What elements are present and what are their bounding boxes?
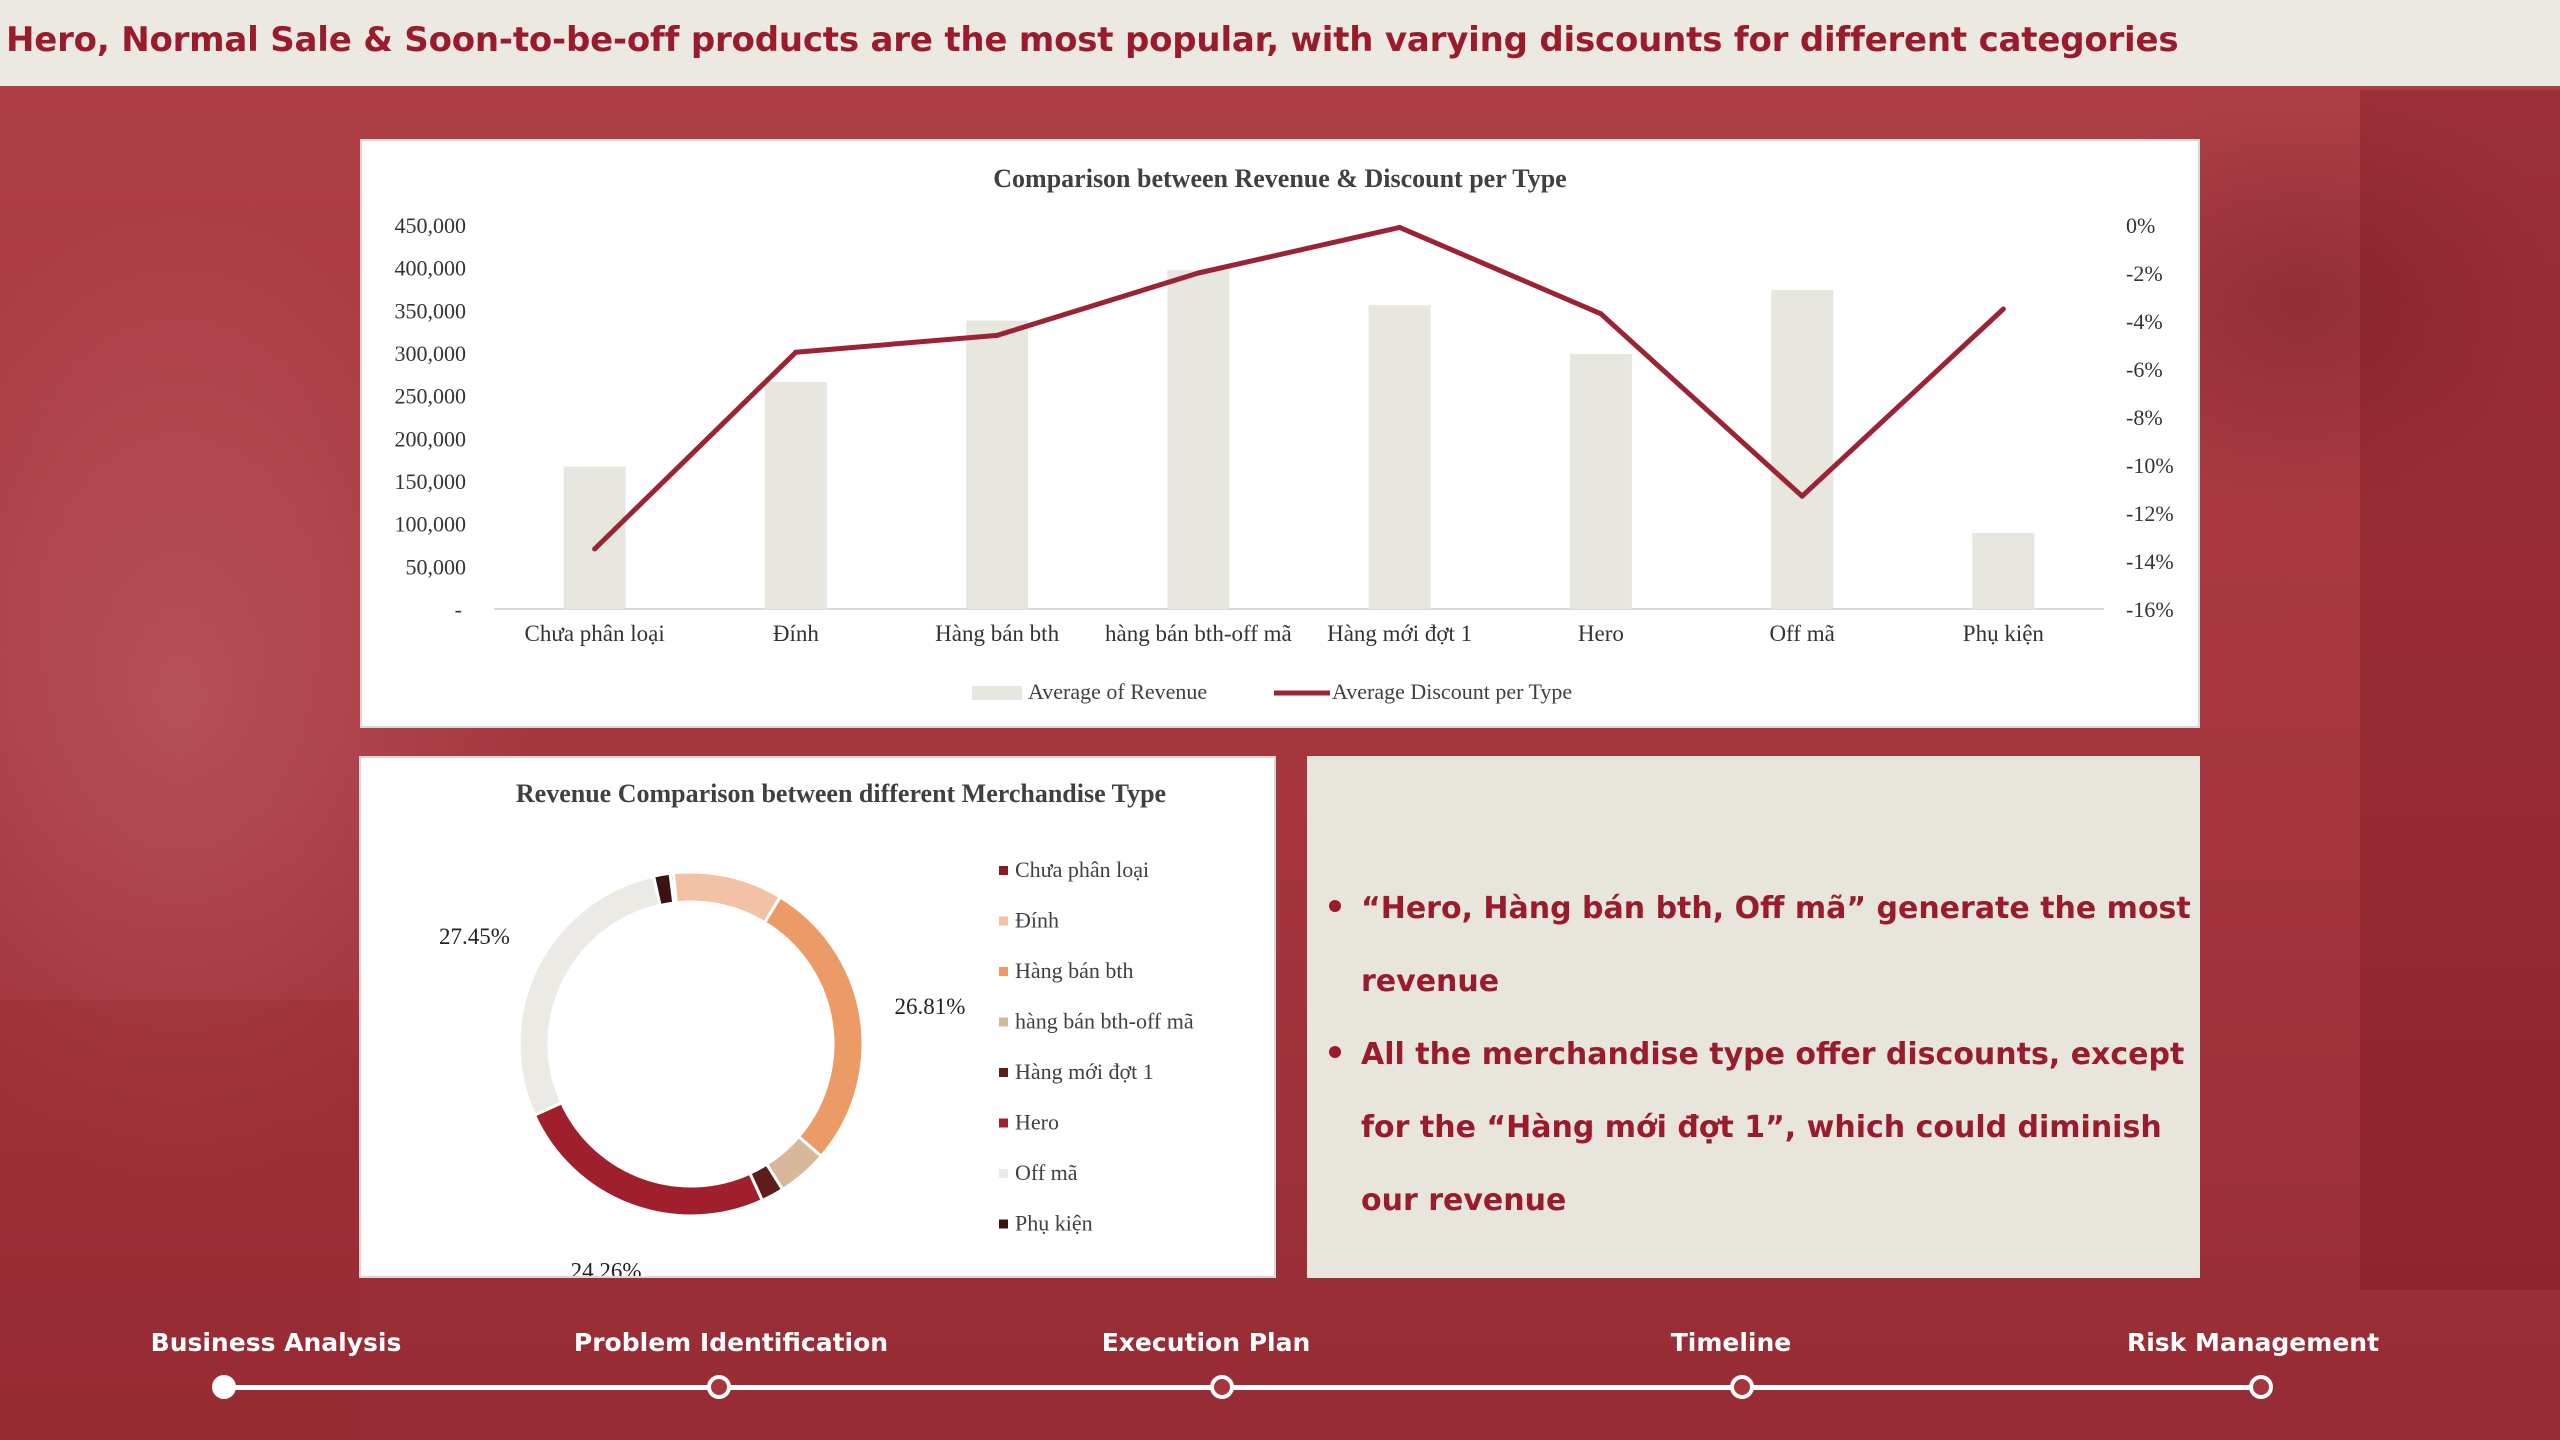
discount-point — [1598, 311, 1604, 317]
revenue-discount-chart-panel: Comparison between Revenue & Discount pe… — [360, 139, 2200, 728]
y2-tick-label: -10% — [2126, 453, 2174, 478]
nav-dot-business-analysis[interactable] — [212, 1375, 236, 1399]
legend-swatch — [999, 967, 1008, 976]
nav-dot-risk-management[interactable] — [2249, 1375, 2273, 1399]
x-tick-label: Chưa phân loại — [525, 621, 665, 646]
y2-tick-label: -2% — [2126, 261, 2163, 286]
y-tick-label: 300,000 — [395, 341, 467, 366]
legend-swatch — [999, 1219, 1008, 1229]
y2-tick-label: 0% — [2126, 213, 2155, 238]
revenue-bar — [764, 382, 827, 609]
y2-tick-label: -6% — [2126, 357, 2163, 382]
insights-panel: “Hero, Hàng bán bth, Off mã” generate th… — [1307, 756, 2200, 1278]
discount-point — [1397, 224, 1403, 230]
y-tick-label: - — [455, 597, 462, 622]
legend-label: Hero — [1015, 1110, 1059, 1135]
discount-point — [1195, 270, 1201, 276]
donut-slice — [517, 874, 662, 1118]
background-floor — [0, 1000, 360, 1440]
nav-item-problem-identification[interactable]: Problem Identification — [573, 1328, 889, 1357]
legend-swatch — [999, 1118, 1008, 1128]
donut-slice — [762, 894, 865, 1159]
donut-slice — [532, 1100, 765, 1218]
legend-label: Phụ kiện — [1015, 1211, 1093, 1236]
insight-text: “Hero, Hàng bán bth, Off mã” generate th… — [1361, 891, 2191, 999]
legend-label-revenue: Average of Revenue — [1028, 679, 1207, 704]
y2-tick-label: -12% — [2126, 501, 2174, 526]
y-tick-label: 250,000 — [395, 384, 467, 409]
x-tick-label: Hàng mới đợt 1 — [1327, 621, 1472, 646]
bullet-icon — [1329, 1046, 1341, 1058]
discount-line — [592, 224, 2006, 551]
discount-point — [592, 546, 598, 552]
legend-label: Chưa phân loại — [1015, 857, 1149, 882]
discount-point — [994, 332, 1000, 338]
donut-title: Revenue Comparison between different Mer… — [516, 779, 1166, 808]
x-tick-label: Phụ kiện — [1963, 621, 2045, 646]
nav-track — [222, 1385, 2262, 1390]
nav-item-business-analysis[interactable]: Business Analysis — [150, 1328, 402, 1357]
x-tick-label: Hero — [1578, 621, 1624, 646]
y-tick-label: 100,000 — [395, 512, 467, 537]
revenue-bar — [1167, 270, 1230, 609]
legend-label: Hàng mới đợt 1 — [1015, 1059, 1154, 1084]
legend-swatch — [999, 916, 1008, 926]
nav-dot-execution-plan[interactable] — [1210, 1375, 1234, 1399]
x-tick-label: Hàng bán bth — [935, 621, 1059, 646]
legend-swatch-revenue — [972, 686, 1022, 700]
discount-point — [793, 349, 799, 355]
y-tick-label: 50,000 — [406, 554, 467, 579]
y2-tick-label: -8% — [2126, 405, 2163, 430]
x-tick-label: Đính — [773, 621, 820, 646]
bullet-icon — [1329, 900, 1341, 912]
x-tick-label: hàng bán bth-off mã — [1105, 621, 1292, 646]
y-tick-label: 200,000 — [395, 426, 467, 451]
y-tick-label: 450,000 — [395, 213, 467, 238]
y-tick-label: 150,000 — [395, 469, 467, 494]
chart-title: Comparison between Revenue & Discount pe… — [993, 164, 1566, 193]
revenue-bar — [966, 320, 1029, 609]
revenue-bar — [1972, 533, 2035, 609]
nav-dot-timeline[interactable] — [1730, 1375, 1754, 1399]
y2-tick-label: -16% — [2126, 597, 2174, 622]
x-tick-label: Off mã — [1769, 621, 1834, 646]
merchandise-donut-chart: Revenue Comparison between different Mer… — [439, 779, 1194, 1284]
legend-swatch — [999, 1068, 1008, 1077]
header-bar: Hero, Normal Sale & Soon-to-be-off produ… — [0, 0, 2560, 86]
nav-item-execution-plan[interactable]: Execution Plan — [1101, 1328, 1311, 1357]
insight-text: All the merchandise type offer discounts… — [1361, 1037, 2185, 1218]
nav-dot-problem-identification[interactable] — [707, 1375, 731, 1399]
donut-data-label: 27.45% — [439, 924, 510, 949]
y2-tick-label: -4% — [2126, 309, 2163, 334]
nav-item-timeline[interactable]: Timeline — [1670, 1328, 1792, 1357]
revenue-bar — [1771, 289, 1834, 609]
revenue-bar — [1368, 305, 1431, 609]
nav-item-risk-management[interactable]: Risk Management — [2126, 1328, 2380, 1357]
revenue-bar — [1569, 353, 1632, 609]
legend-swatch — [999, 866, 1008, 875]
discount-point — [2000, 306, 2006, 312]
donut-slice — [651, 871, 676, 908]
y2-tick-label: -14% — [2126, 549, 2174, 574]
legend-label: hàng bán bth-off mã — [1015, 1009, 1194, 1034]
revenue-bar — [563, 466, 626, 609]
legend-label: Đính — [1015, 908, 1059, 933]
y-tick-label: 350,000 — [395, 298, 467, 323]
discount-point — [1799, 493, 1805, 499]
merchandise-donut-panel: Revenue Comparison between different Mer… — [359, 756, 1276, 1284]
y-tick-label: 400,000 — [395, 256, 467, 281]
revenue-discount-chart: Comparison between Revenue & Discount pe… — [395, 164, 2174, 704]
page-title: Hero, Normal Sale & Soon-to-be-off produ… — [6, 20, 2179, 60]
background-shadow — [2360, 90, 2560, 1290]
donut-slice — [671, 870, 783, 925]
legend-label: Hàng bán bth — [1015, 958, 1134, 983]
legend-swatch — [999, 1017, 1008, 1027]
insight-item: “Hero, Hàng bán bth, Off mã” generate th… — [1329, 872, 2191, 1018]
legend-swatch — [999, 1169, 1008, 1178]
legend-label-discount: Average Discount per Type — [1332, 679, 1572, 704]
legend-label: Off mã — [1015, 1160, 1078, 1185]
donut-data-label: 26.81% — [895, 994, 966, 1019]
insight-item: All the merchandise type offer discounts… — [1329, 1018, 2191, 1237]
donut-data-label: 24.26% — [571, 1259, 642, 1276]
